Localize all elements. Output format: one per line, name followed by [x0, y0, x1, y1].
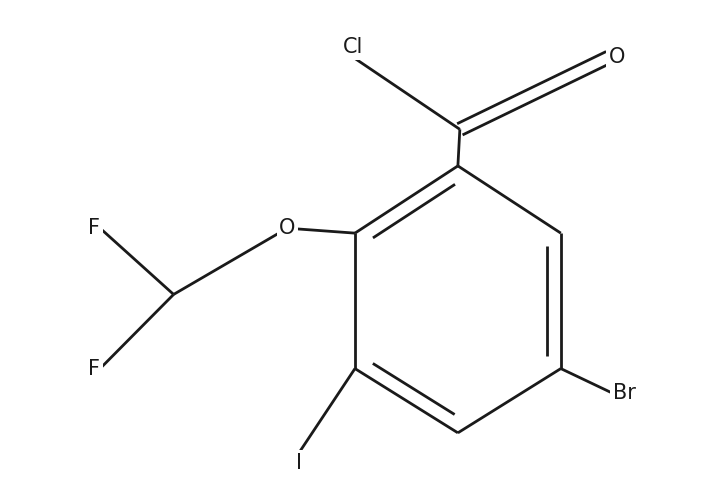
Text: Br: Br — [613, 383, 635, 403]
Text: Cl: Cl — [343, 37, 363, 57]
Text: F: F — [88, 359, 100, 379]
Text: I: I — [296, 453, 302, 473]
Text: O: O — [279, 218, 296, 238]
Text: O: O — [609, 47, 626, 67]
Text: F: F — [88, 218, 100, 238]
